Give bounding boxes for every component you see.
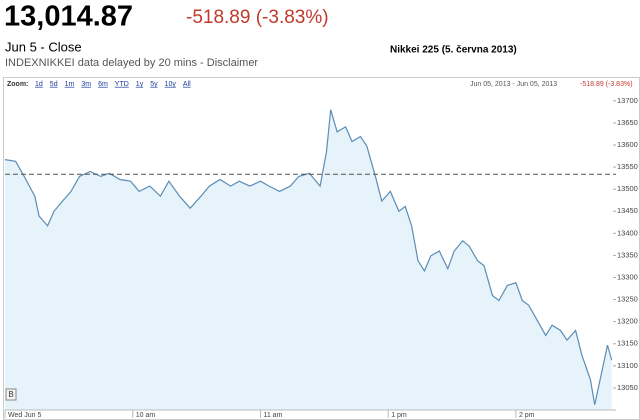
price: 13,014.87 <box>4 1 133 33</box>
y-tick-label: 13450 <box>617 206 638 215</box>
x-tick-label: 11 am <box>263 412 282 419</box>
source-note[interactable]: INDEXNIKKEI data delayed by 20 mins - Di… <box>5 57 258 69</box>
x-tick-label: Wed Jun 5 <box>8 412 41 419</box>
zoom-link[interactable]: All <box>183 81 191 88</box>
zoom-link[interactable]: 3m <box>81 81 91 88</box>
flag-box[interactable] <box>5 388 17 401</box>
zoom-link[interactable]: 5d <box>50 81 58 88</box>
y-tick-label: 13050 <box>617 383 638 392</box>
y-tick-label: 13500 <box>617 184 638 193</box>
area-fill <box>5 109 612 410</box>
zoom-label: Zoom: <box>7 81 28 88</box>
zoom-link[interactable]: 6m <box>98 81 108 88</box>
price-change: -518.89 (-3.83%) <box>186 7 329 28</box>
zoom-link[interactable]: YTD <box>115 81 129 88</box>
y-tick-label: 13650 <box>617 118 638 127</box>
range-label: Jun 05, 2013 - Jun 05, 2013 <box>470 81 557 88</box>
y-tick-label: 13600 <box>617 140 638 149</box>
y-tick-label: 13350 <box>617 250 638 259</box>
y-tick-label: 13150 <box>617 339 638 348</box>
chart-title: Nikkei 225 (5. června 2013) <box>390 45 517 56</box>
y-tick-label: 13250 <box>617 295 638 304</box>
y-tick-label: 13100 <box>617 361 638 370</box>
zoom-link[interactable]: 5y <box>150 81 158 88</box>
y-tick-label: 13300 <box>617 272 638 281</box>
x-tick-label: 2 pm <box>519 412 535 419</box>
y-tick-label: 13200 <box>617 317 638 326</box>
range-change: -518.89 (-3.83%) <box>580 81 633 88</box>
y-tick-label: 13550 <box>617 162 638 171</box>
zoom-link[interactable]: 1y <box>136 81 144 88</box>
zoom-link[interactable]: 10y <box>165 81 177 88</box>
close-date: Jun 5 - Close <box>5 39 82 54</box>
price-line <box>4 109 613 405</box>
x-tick-label: 1 pm <box>391 412 407 419</box>
flag-label[interactable]: B <box>8 390 13 399</box>
zoom-link[interactable]: 1d <box>35 81 43 88</box>
zoom-link[interactable]: 1m <box>65 81 75 88</box>
y-tick-label: 13700 <box>617 96 638 105</box>
y-tick-label: 13400 <box>617 228 638 237</box>
x-tick-label: 10 am <box>136 412 156 419</box>
